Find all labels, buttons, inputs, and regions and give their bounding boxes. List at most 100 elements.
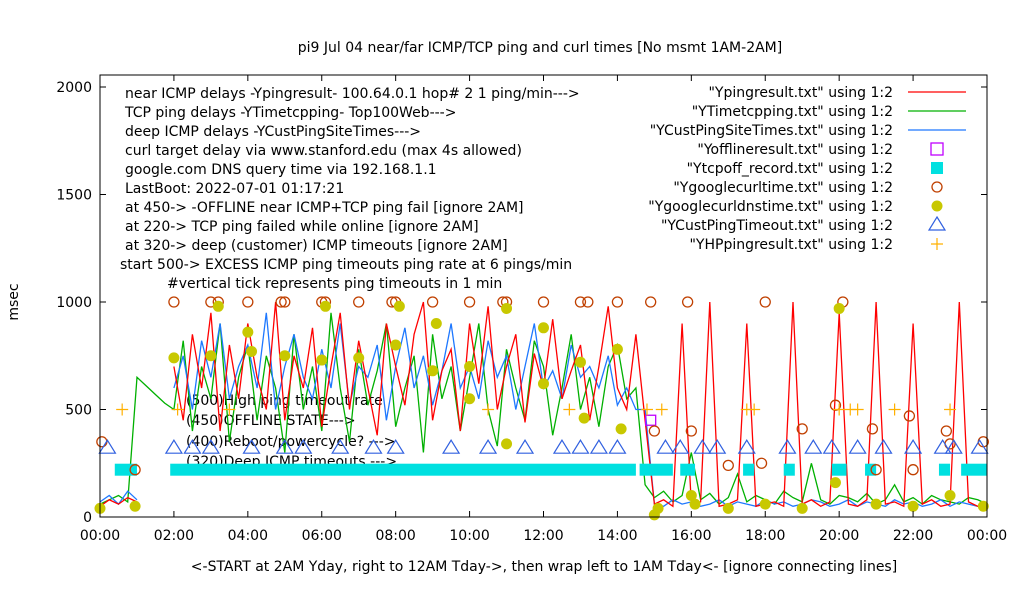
hpping-point — [223, 403, 236, 416]
curltime-point — [353, 296, 365, 308]
dnstime-point — [393, 300, 405, 312]
dnstime-point — [574, 356, 586, 368]
note-line: TCP ping delays -YTimetcpping- Top100Web… — [124, 105, 456, 121]
hpping-point — [655, 403, 668, 416]
series-line-0 — [99, 301, 988, 508]
y-tick-label: 0 — [83, 510, 92, 526]
custping-timeout-point — [970, 439, 989, 454]
note-line: near ICMP delays -Ypingresult- 100.64.0.… — [125, 86, 580, 102]
note-line: #vertical tick represents ping timeouts … — [167, 276, 502, 292]
dnstime-point — [501, 302, 513, 314]
y-axis-label: msec — [6, 283, 22, 320]
dnstime-point — [685, 490, 697, 501]
dnstime-point — [464, 361, 476, 372]
legend-label: "YTimetcpping.txt" using 1:2 — [692, 104, 893, 120]
dnstime-point — [833, 302, 845, 314]
note-line: google.com DNS query time via 192.168.1.… — [125, 162, 437, 178]
dnstime-point — [829, 477, 841, 489]
x-tick-label: 14:00 — [597, 528, 637, 544]
hpping-point — [171, 403, 184, 416]
curltime-point — [870, 464, 882, 476]
dnstime-point — [615, 423, 627, 435]
custping-timeout-point — [874, 439, 893, 454]
level-label: (400)Reboot/powercycle? ---> — [186, 434, 396, 450]
curltime-point — [685, 425, 697, 437]
custping-timeout-point — [201, 439, 220, 454]
legend-label: "YCustPingSiteTimes.txt" using 1:2 — [650, 123, 893, 139]
dnstime-point — [870, 498, 882, 510]
note-line: at 320-> deep (customer) ICMP timeouts [… — [125, 238, 508, 254]
dnstime-point — [944, 490, 956, 501]
hpping-point — [888, 403, 901, 416]
hpping-point — [748, 403, 761, 416]
legend-label: "Ytcpoff_record.txt" using 1:2 — [687, 161, 893, 177]
custping-timeout-point — [822, 439, 841, 454]
hpping-point — [833, 403, 846, 416]
legend-triangle-icon — [927, 215, 947, 231]
curltime-point — [129, 464, 141, 476]
dnstime-point — [578, 412, 590, 424]
curltime-point — [168, 296, 180, 308]
note-line: deep ICMP delays -YCustPingSiteTimes---> — [125, 124, 421, 140]
custping-timeout-point — [571, 439, 590, 454]
note-line: at 220-> TCP ping failed while online [i… — [125, 219, 479, 235]
curltime-point — [242, 296, 254, 308]
curltime-point — [645, 296, 657, 308]
legend-open-square-icon — [930, 142, 944, 156]
hpping-point — [640, 403, 653, 416]
x-tick-label: 06:00 — [302, 528, 342, 544]
hpping-point — [851, 403, 864, 416]
custping-timeout-point — [478, 439, 498, 454]
tcpoff-marker-band — [743, 463, 755, 476]
custping-timeout-point — [944, 439, 963, 454]
y-tick-label: 2000 — [56, 80, 92, 96]
custping-timeout-point — [904, 439, 923, 454]
custping-timeout-point — [848, 439, 867, 454]
x-tick-label: 20:00 — [819, 528, 859, 544]
dnstime-point — [129, 500, 141, 512]
legend-label: "Ygooglecurltime.txt" using 1:2 — [673, 180, 893, 196]
curltime-point — [755, 457, 768, 469]
tcpoff-marker-band — [170, 463, 636, 476]
legend-open-circle-icon — [931, 181, 943, 193]
note-line: curl target delay via www.stanford.edu (… — [125, 143, 522, 159]
dnstime-point — [689, 498, 701, 510]
dnstime-point — [205, 350, 217, 362]
curltime-point — [582, 296, 594, 308]
curltime-point — [275, 296, 287, 308]
dnstime-point — [427, 365, 439, 377]
custping-timeout-point — [275, 439, 294, 454]
x-tick-label: 18:00 — [745, 528, 785, 544]
dnstime-point — [611, 343, 623, 355]
note-line: at 450-> -OFFLINE near ICMP+TCP ping fai… — [125, 200, 524, 216]
custping-timeout-point — [589, 439, 609, 454]
legend-label: "Ypingresult.txt" using 1:2 — [708, 85, 893, 101]
legend-label: "YHPpingresult.txt" using 1:2 — [689, 237, 893, 253]
x-tick-label: 04:00 — [228, 528, 268, 544]
dnstime-point — [212, 300, 224, 312]
curltime-point — [574, 296, 587, 308]
legend-label: "Ygooglecurldnstime.txt" using 1:2 — [648, 199, 893, 215]
curltime-point — [279, 296, 291, 308]
custping-timeout-point — [933, 439, 952, 454]
dnstime-point — [759, 498, 771, 510]
y-tick-label: 1500 — [56, 188, 92, 204]
x-tick-label: 16:00 — [671, 528, 711, 544]
curltime-point — [907, 464, 919, 476]
x-axis-label: <-START at 2AM Yday, right to 12AM Tday-… — [191, 559, 897, 575]
x-tick-label: 00:00 — [967, 528, 1007, 544]
legend: "Ypingresult.txt" using 1:2 "YTimetcpping… — [648, 85, 966, 253]
x-tick-label: 00:00 — [80, 528, 120, 544]
custping-timeout-point — [693, 439, 712, 454]
curltime-point — [796, 423, 808, 435]
x-tick-label: 22:00 — [893, 528, 933, 544]
tcpoff-marker-band — [639, 463, 673, 476]
hpping-point — [563, 403, 576, 416]
y-tick-label: 500 — [65, 403, 92, 419]
curltime-point — [463, 296, 476, 308]
note-line: LastBoot: 2022-07-01 01:17:21 — [125, 181, 344, 197]
plot-area: (500)High ping timeout rate(450)OFFLINE … — [94, 296, 989, 521]
custping-timeout-point — [671, 439, 690, 454]
dnstime-point — [796, 502, 808, 514]
